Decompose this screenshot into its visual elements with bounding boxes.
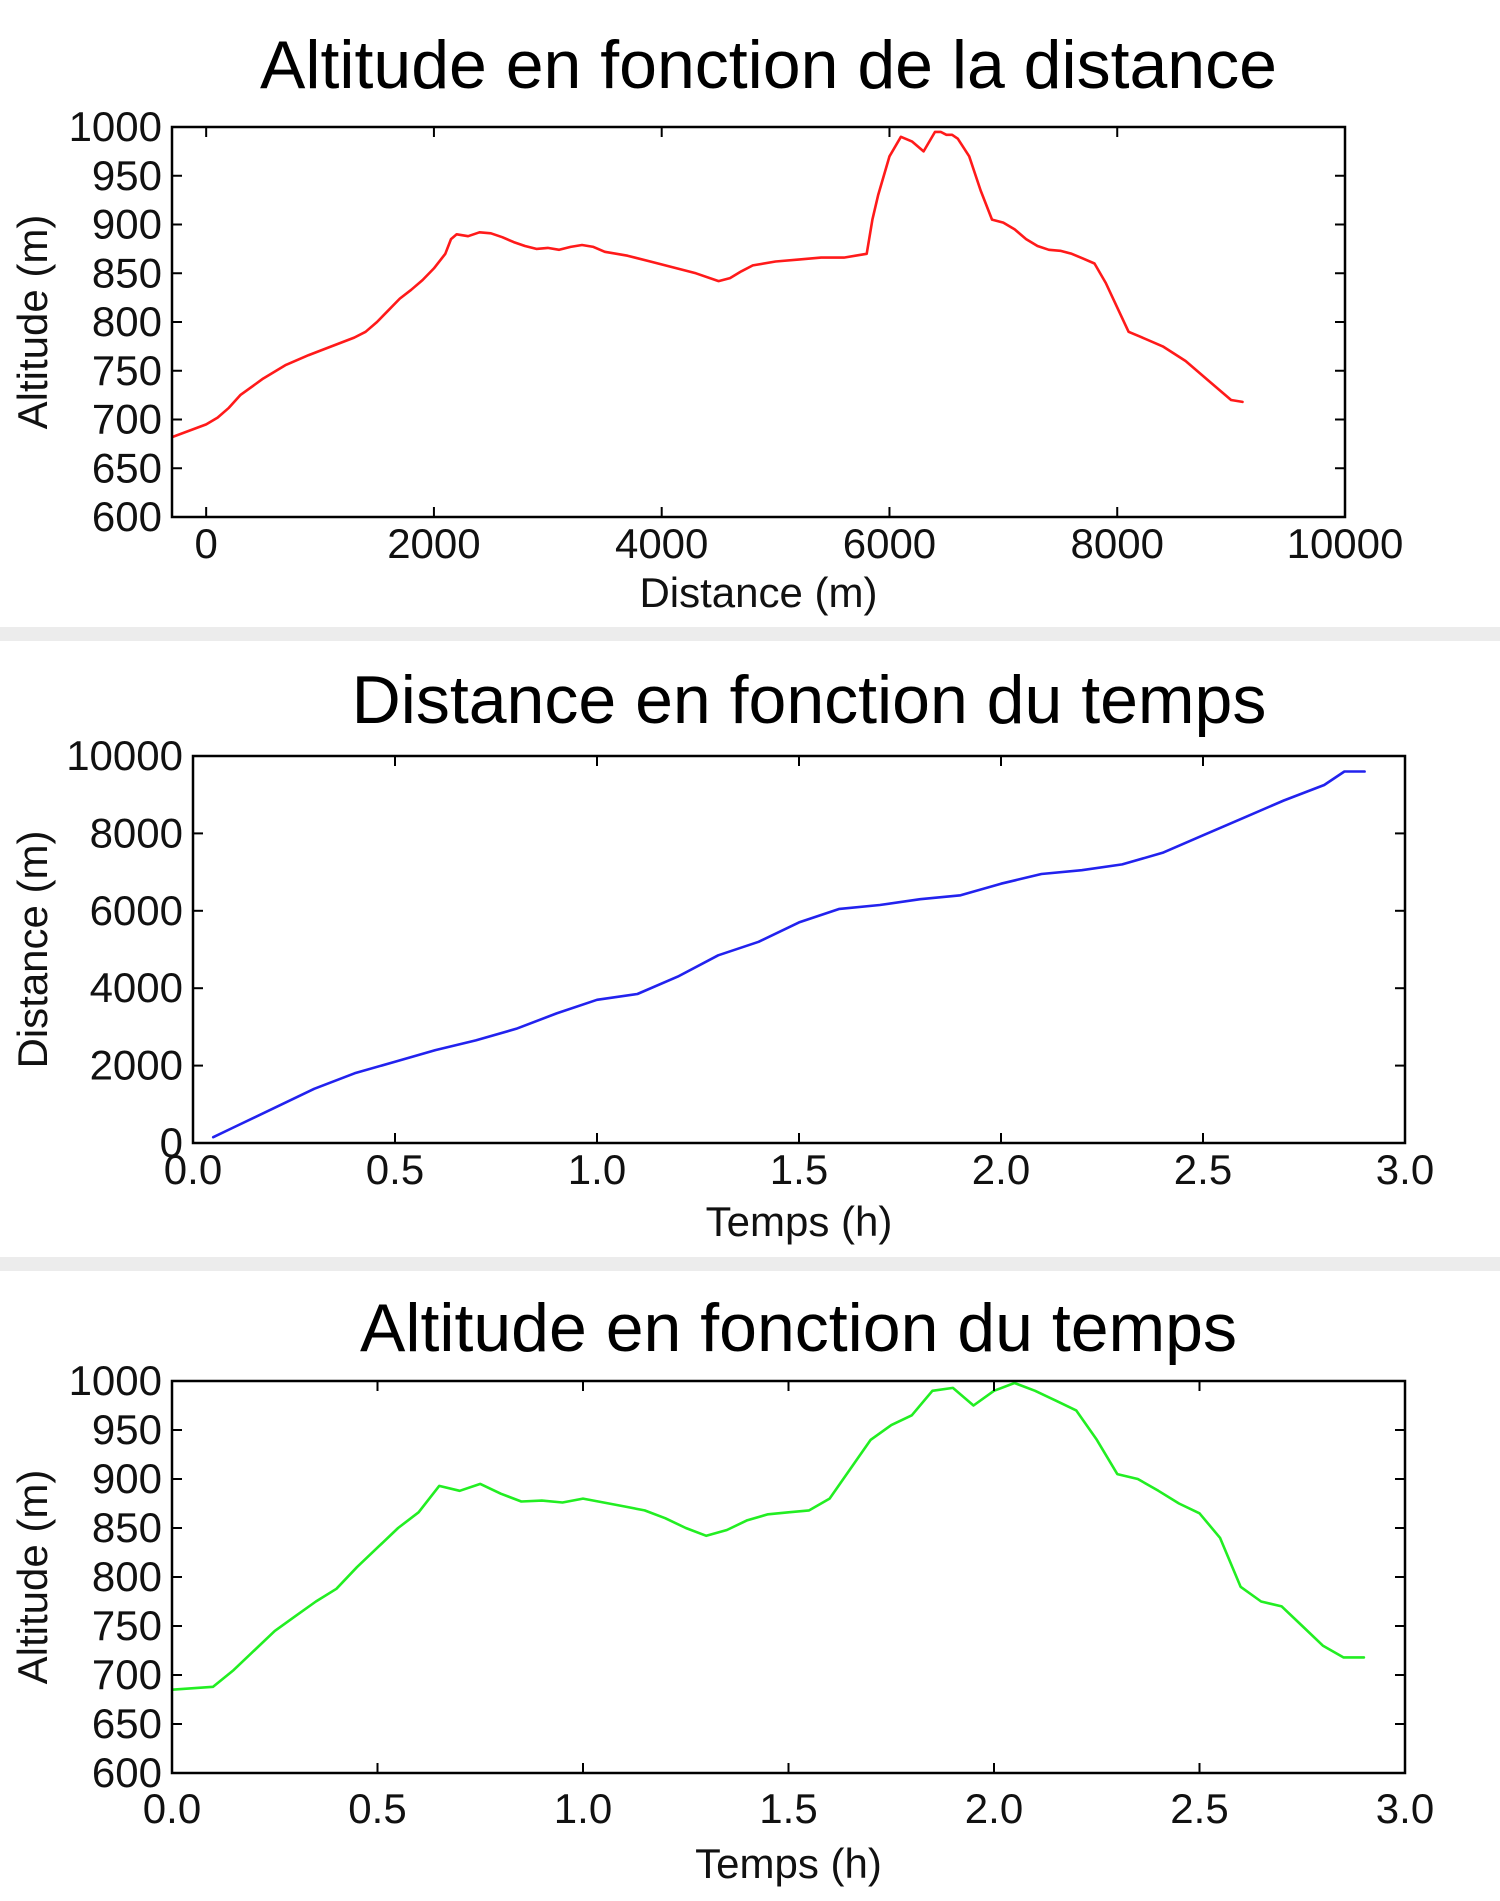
x-tick-label: 8000: [1071, 520, 1164, 567]
x-tick-label: 0: [194, 520, 217, 567]
x-tick-label: 2.0: [972, 1146, 1030, 1193]
x-tick-label: 1.5: [759, 1785, 817, 1832]
x-tick-label: 3.0: [1376, 1146, 1434, 1193]
x-tick-label: 1.0: [568, 1146, 626, 1193]
y-tick-label: 700: [92, 396, 162, 443]
x-tick-label: 2.5: [1170, 1785, 1228, 1832]
y-tick-label: 650: [92, 1700, 162, 1747]
plot-frame: [170, 1379, 1407, 1775]
x-axis-label: Temps (h): [695, 1840, 882, 1887]
y-tick-label: 2000: [90, 1042, 183, 1089]
y-tick-label: 850: [92, 249, 162, 296]
y-tick-label: 800: [92, 298, 162, 345]
y-tick-label: 600: [92, 493, 162, 540]
chart-distance-time: Distance en fonction du temps 0.0 0.5 1.0 1.…: [9, 662, 1434, 1245]
y-tick-label: 0: [160, 1119, 183, 1166]
x-tick-label: 0.0: [143, 1785, 201, 1832]
y-tick-label: 900: [92, 201, 162, 248]
x-tick-label: 2000: [387, 520, 480, 567]
y-tick-label: 4000: [90, 964, 183, 1011]
y-tick-label: 900: [92, 1455, 162, 1502]
y-tick-label: 10000: [66, 732, 183, 779]
chart-panel-distance-time: Distance en fonction du temps 0.0 0.5 1.0 1.…: [0, 641, 1500, 1257]
chart-title: Distance en fonction du temps: [352, 662, 1267, 738]
chart-title: Altitude en fonction de la distance: [260, 27, 1277, 103]
chart-panel-altitude-time: Altitude en fonction du temps 0.0 0.5 1.0 1.…: [0, 1271, 1500, 1901]
y-axis-label: Altitude (m): [9, 215, 56, 430]
y-axis-label: Altitude (m): [9, 1470, 56, 1685]
y-tick-label: 800: [92, 1553, 162, 1600]
x-axis-label: Distance (m): [639, 569, 877, 616]
chart-title: Altitude en fonction du temps: [360, 1290, 1237, 1366]
x-tick-label: 0.0: [164, 1146, 222, 1193]
x-tick-label: 0.5: [366, 1146, 424, 1193]
y-axis-label: Distance (m): [9, 830, 56, 1068]
y-tick-label: 700: [92, 1651, 162, 1698]
chart-altitude-time: Altitude en fonction du temps 0.0 0.5 1.0 1.…: [9, 1290, 1434, 1887]
series-altitude-distance: [172, 130, 1244, 439]
y-tick-label: 950: [92, 1406, 162, 1453]
x-tick-label: 2.5: [1174, 1146, 1232, 1193]
y-tick-label: 750: [92, 1602, 162, 1649]
y-tick-label: 850: [92, 1504, 162, 1551]
chart-panel-altitude-distance: Altitude en fonction de la distance 0 2000…: [0, 0, 1500, 627]
y-tick-label: 1000: [69, 1357, 162, 1404]
series-altitude-time: [172, 1381, 1366, 1692]
x-tick-label: 1.0: [554, 1785, 612, 1832]
x-tick-label: 4000: [615, 520, 708, 567]
x-axis-label: Temps (h): [706, 1198, 893, 1245]
chart-altitude-distance: Altitude en fonction de la distance 0 2000…: [9, 27, 1404, 616]
y-tick-label: 8000: [90, 809, 183, 856]
x-tick-label: 10000: [1287, 520, 1404, 567]
x-tick-label: 3.0: [1376, 1785, 1434, 1832]
x-tick-label: 6000: [843, 520, 936, 567]
x-tick-label: 2.0: [965, 1785, 1023, 1832]
x-tick-label: 0.5: [348, 1785, 406, 1832]
plot-frame: [191, 754, 1407, 1145]
y-tick-label: 950: [92, 152, 162, 199]
x-tick-label: 1.5: [770, 1146, 828, 1193]
series-distance-time: [211, 770, 1366, 1139]
y-tick-label: 650: [92, 444, 162, 491]
plot-frame: [170, 125, 1347, 519]
y-tick-label: 600: [92, 1749, 162, 1796]
y-tick-label: 1000: [69, 103, 162, 150]
y-tick-label: 750: [92, 347, 162, 394]
y-tick-label: 6000: [90, 887, 183, 934]
